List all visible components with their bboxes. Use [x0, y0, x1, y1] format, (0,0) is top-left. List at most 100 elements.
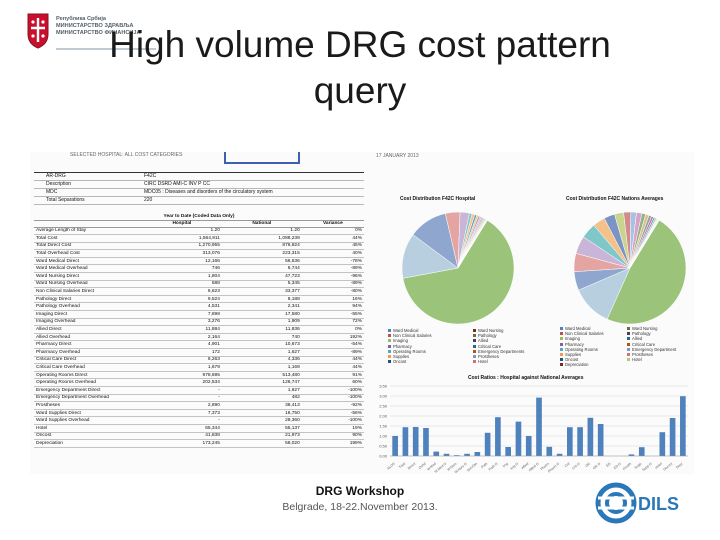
bar — [464, 453, 470, 456]
cost-category-label: Total Cost — [34, 234, 142, 243]
cost-value-cell: - — [142, 416, 222, 425]
cost-value-cell: 1,088,239 — [221, 234, 302, 243]
legend-swatch — [627, 342, 630, 346]
cost-value-cell: 746 — [142, 264, 222, 274]
drg-info-value: F42C — [144, 173, 157, 179]
cost-value-cell: 9,524 — [142, 295, 222, 304]
cost-value-cell: 2,341 — [221, 302, 302, 312]
cost-value-cell: 223,315 — [221, 249, 302, 258]
cost-value-cell: 2,164 — [142, 333, 222, 342]
bar-chart-title: Cost Ratios : Hospital against National … — [468, 375, 584, 381]
bar — [474, 452, 481, 456]
table-row: Prostheses 2,890 38,413 -92% — [34, 401, 364, 410]
bar — [567, 427, 573, 456]
legend-label: Oncost — [565, 357, 579, 363]
cost-value-cell: 7,373 — [142, 409, 222, 418]
legend-swatch — [473, 349, 476, 353]
legend-item: Pharmacy — [560, 342, 627, 347]
cost-value-cell: -89% — [301, 348, 364, 357]
bar — [628, 454, 635, 456]
table-row: Hotel 65,344 55,137 19% — [34, 424, 364, 433]
x-tick-label: Hotel — [654, 462, 663, 470]
cost-category-label: Imaging Overhead — [34, 318, 142, 327]
x-tick-label: Path — [480, 462, 488, 470]
legend-swatch — [560, 342, 563, 346]
bar — [597, 424, 604, 456]
cost-value-cell: - — [142, 394, 222, 403]
legend-item: Imaging — [560, 336, 627, 341]
legend-label: Hotel — [478, 359, 488, 365]
report-header-date: 17 JANUARY 2013 — [376, 153, 419, 159]
legend-swatch — [627, 347, 630, 351]
x-tick-label: Crit — [564, 462, 571, 468]
x-tick-label: Ovhd — [418, 462, 427, 470]
cost-value-cell: 56,536 — [221, 257, 302, 266]
table-row: Depreciation 173,245 58,020 199% — [34, 439, 364, 448]
cost-category-label: Total Overhead Cost — [34, 249, 142, 258]
cost-value-cell: 1.20 — [142, 227, 222, 236]
legend-label: Emergency Departments — [478, 348, 525, 354]
legend-item: Ward Nursing — [627, 326, 694, 331]
cost-value-cell: -55% — [301, 310, 364, 319]
report-header-left: SELECTED HOSPITAL: ALL COST CATEGORIES — [70, 152, 183, 158]
legend-label: Operating Rooms — [393, 348, 426, 354]
cost-table-body: Average Length of Stay 1.20 1.20 0% Total Co… — [34, 227, 364, 448]
cost-category-label: Average Length of Stay — [34, 227, 142, 236]
cost-value-cell: 3,276 — [142, 318, 222, 327]
cost-value-cell: 1,564,911 — [142, 234, 222, 243]
bar — [587, 417, 594, 456]
legend-item: Ward Medical — [388, 328, 473, 333]
bar — [433, 451, 440, 456]
cost-value-cell: 16% — [301, 295, 364, 304]
legend-item: Ward Medical — [560, 326, 627, 331]
y-tick-label: 2.50 — [379, 404, 388, 409]
cost-ratio-bar-chart: 0.00 0.50 1.00 1.50 2.00 2.50 3.00 3.50 ALOS Tota… — [379, 384, 688, 474]
cost-value-cell: 5,345 — [221, 280, 302, 289]
national-legend: Ward Medical Non Clinical Salaries Imaging… — [560, 326, 694, 370]
bar — [412, 427, 419, 456]
slide-title: High volume DRG cost pattern query — [60, 22, 660, 114]
cost-value-cell: 11,836 — [221, 325, 302, 334]
report-screenshot: SELECTED HOSPITAL: ALL COST CATEGORIES 1… — [30, 152, 694, 474]
cost-value-cell: 44% — [301, 234, 364, 243]
legend-item: Critical Care — [473, 344, 558, 349]
y-tick-label: 3.00 — [379, 394, 388, 399]
cost-category-label: Ward Medical Direct — [34, 257, 142, 266]
cost-category-label: Emergency Department Overhead — [34, 394, 142, 403]
cost-value-cell: 60% — [301, 378, 364, 387]
cost-value-cell: -54% — [301, 340, 364, 349]
cost-value-cell: 1,627 — [221, 386, 302, 395]
cost-value-cell: 192% — [301, 333, 364, 342]
drg-info-value: MDC05 : Diseases and disorders of the ci… — [144, 189, 273, 195]
legend-swatch — [473, 339, 476, 343]
legend-item: Supplies — [388, 354, 473, 359]
x-tick-label: ED — [605, 461, 612, 467]
cost-value-cell: 6,263 — [142, 356, 222, 365]
legend-label: Imaging — [565, 336, 580, 342]
cost-value-cell: 16,750 — [221, 409, 302, 418]
cost-value-cell: 202,534 — [142, 378, 222, 387]
table-row: Imaging Overhead 3,276 1,909 72% — [34, 318, 364, 327]
legend-item: Emergency Departments — [473, 349, 558, 354]
table-row: Critical Care Overhead 1,679 1,169 44% — [34, 363, 364, 372]
cost-category-label: Operating Rooms Direct — [34, 371, 142, 380]
legend-swatch — [388, 360, 391, 364]
cost-value-cell: 876,924 — [221, 242, 302, 251]
table-row: Pharmacy Overhead 172 1,627 -89% — [34, 348, 364, 357]
national-pie-slice — [606, 219, 687, 325]
legend-label: Critical Care — [632, 341, 656, 347]
report-header-selector[interactable] — [224, 152, 300, 164]
cost-category-label: Emergency Department Direct — [34, 386, 142, 395]
cost-category-label: Ward Nursing Overhead — [34, 280, 142, 289]
cost-value-cell: 4,901 — [142, 340, 222, 349]
cost-value-cell: 1,804 — [142, 272, 222, 281]
x-tick-label: OR — [585, 461, 592, 468]
cost-value-cell: 513,480 — [221, 371, 302, 380]
cost-value-cell: 11,884 — [142, 325, 222, 334]
table-row: Total Direct Cost 1,270,955 876,924 45% — [34, 242, 364, 251]
legend-swatch — [560, 358, 563, 362]
bar — [638, 447, 645, 456]
slide-title-line-1: High volume DRG cost pattern — [109, 24, 611, 65]
cost-value-cell: 1,270,955 — [142, 242, 222, 251]
legend-item: Non Clinical Salaries — [388, 333, 473, 338]
